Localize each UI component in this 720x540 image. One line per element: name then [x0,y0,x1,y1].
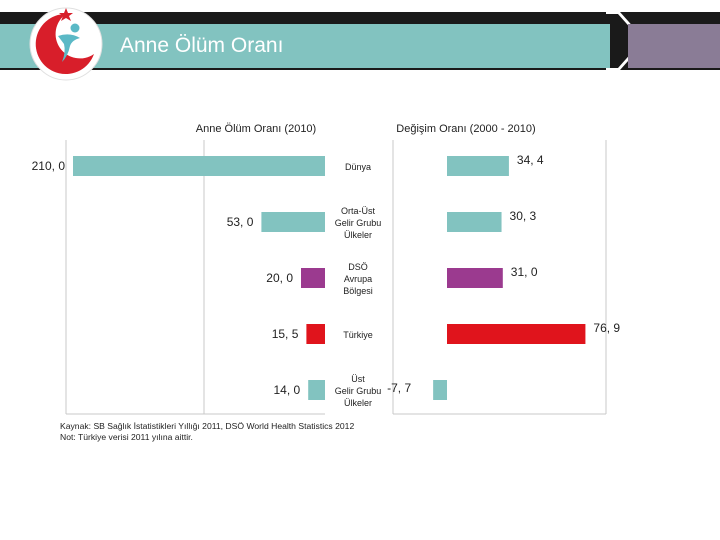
bar-change-1 [447,212,502,232]
source-text: Kaynak: SB Sağlık İstatistikleri Yıllığı… [60,421,355,431]
category-label-2-0: DSÖ [348,262,368,272]
bar-2010-3 [306,324,325,344]
bar-2010-1 [261,212,325,232]
bar-change-4 [433,380,447,400]
header-accent [628,24,720,68]
category-label-2-1: Avrupa [344,274,372,284]
category-label-2-2: Bölgesi [343,286,373,296]
category-label-3-0: Türkiye [343,330,373,340]
page-title: Anne Ölüm Oranı [120,34,284,57]
left-chart-title: Anne Ölüm Oranı (2010) [196,123,316,135]
bars [73,156,586,400]
category-label-4-2: Ülkeler [344,398,372,408]
category-label-4-1: Gelir Grubu [335,386,382,396]
ministry-logo-icon [29,7,103,81]
bar-2010-label-4: 14, 0 [273,383,300,397]
category-label-0-0: Dünya [345,162,371,172]
category-label-1-1: Gelir Grubu [335,218,382,228]
header: Anne Ölüm Oranı [0,0,720,81]
bar-change-label-1: 30, 3 [510,209,537,223]
bar-2010-0 [73,156,325,176]
bar-change-2 [447,268,503,288]
bar-change-label-0: 34, 4 [517,153,544,167]
labels: 210, 0 34, 4 Dünya 53, 0 30, 3 Orta-Üst Gelir … [32,153,621,408]
category-label-1-0: Orta-Üst [341,206,376,216]
bar-2010-label-0: 210, 0 [32,159,66,173]
axes [65,140,607,415]
category-label-4-0: Üst [351,374,365,384]
note-text: Not: Türkiye verisi 2011 yılına aittir. [60,432,193,442]
footer: Kaynak: SB Sağlık İstatistikleri Yıllığı… [60,421,354,443]
bar-2010-label-1: 53, 0 [227,215,254,229]
bar-change-label-4: -7, 7 [387,381,411,395]
bar-change-0 [447,156,509,176]
bar-change-3 [447,324,586,344]
category-label-1-2: Ülkeler [344,230,372,240]
bar-change-label-3: 76, 9 [593,321,620,335]
bar-2010-label-3: 15, 5 [272,327,299,341]
right-chart-title: Değişim Oranı (2000 - 2010) [396,123,535,135]
bar-change-label-2: 31, 0 [511,265,538,279]
bar-2010-2 [301,268,325,288]
bar-2010-label-2: 20, 0 [266,271,293,285]
bar-2010-4 [308,380,325,400]
